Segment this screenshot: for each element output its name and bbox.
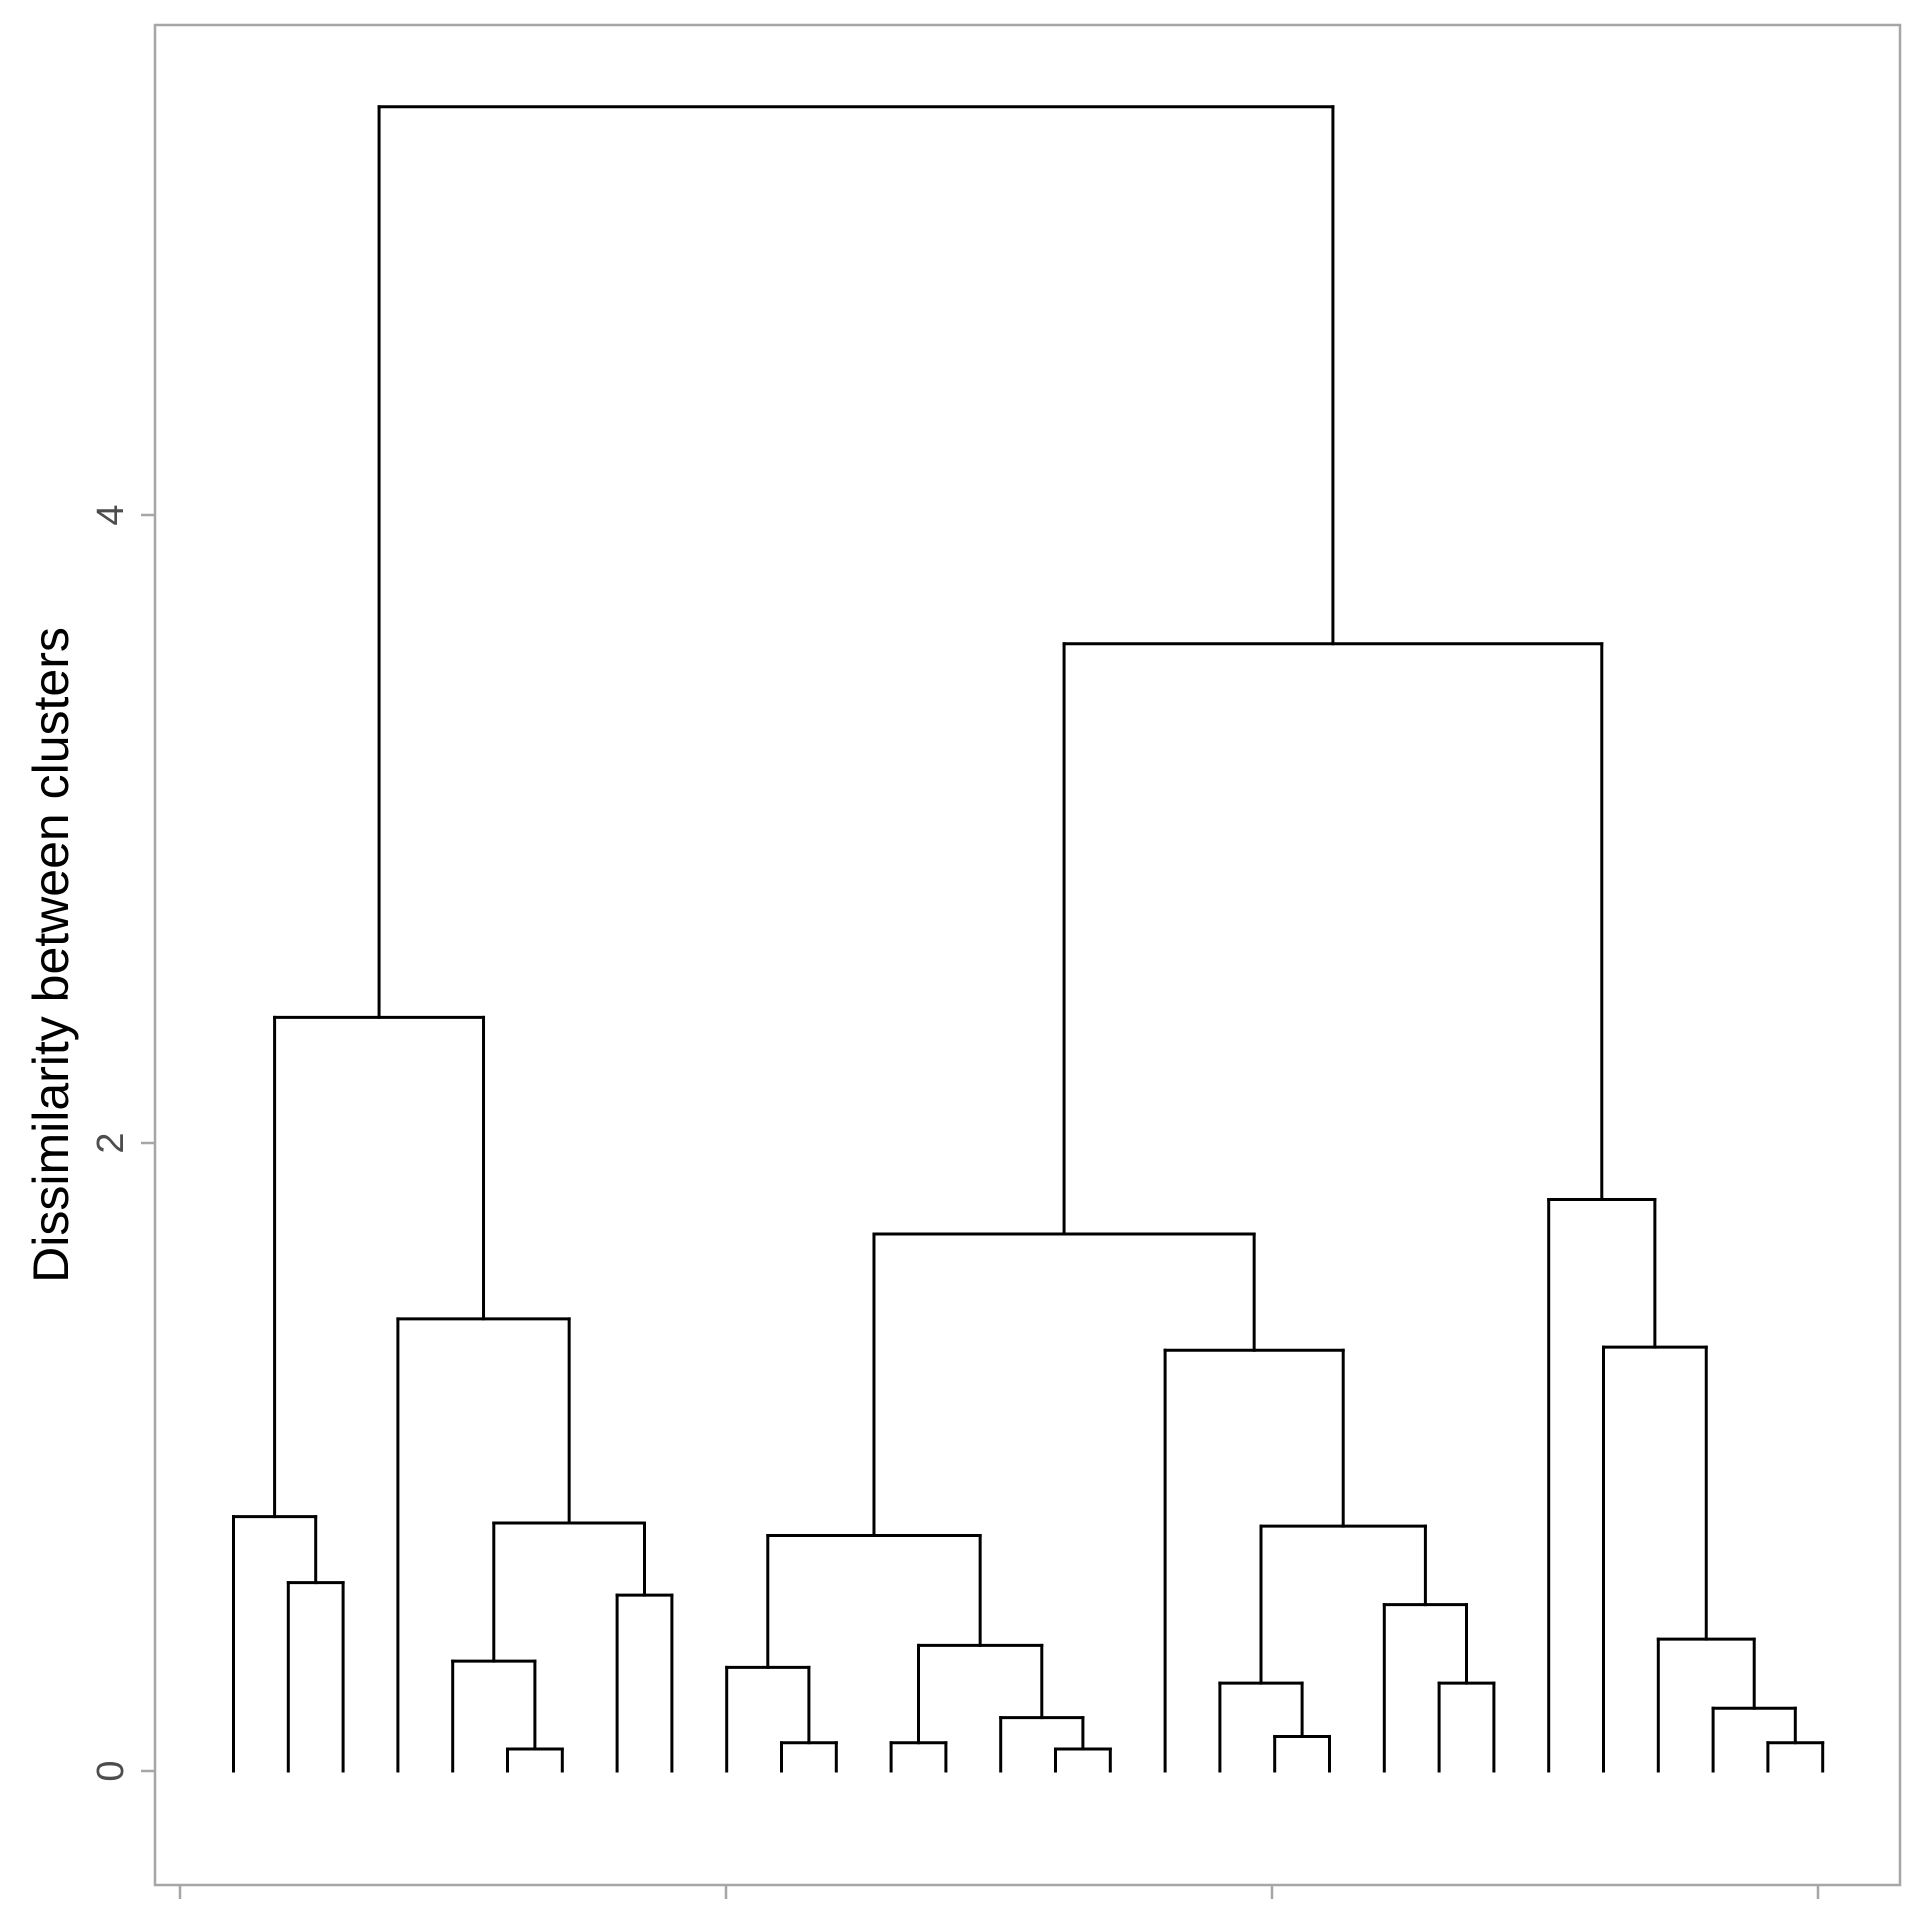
y-axis-title: Dissimilarity between clusters xyxy=(23,627,79,1283)
x-axis xyxy=(178,1885,1820,1899)
y-axis: 0 2 4 xyxy=(90,504,155,1782)
y-tick-label: 2 xyxy=(90,1132,132,1153)
plot-panel-frame xyxy=(153,23,1902,1887)
dendrogram-links xyxy=(232,105,1825,1773)
y-tick-label: 4 xyxy=(90,504,132,525)
y-tick-label: 0 xyxy=(90,1760,132,1781)
